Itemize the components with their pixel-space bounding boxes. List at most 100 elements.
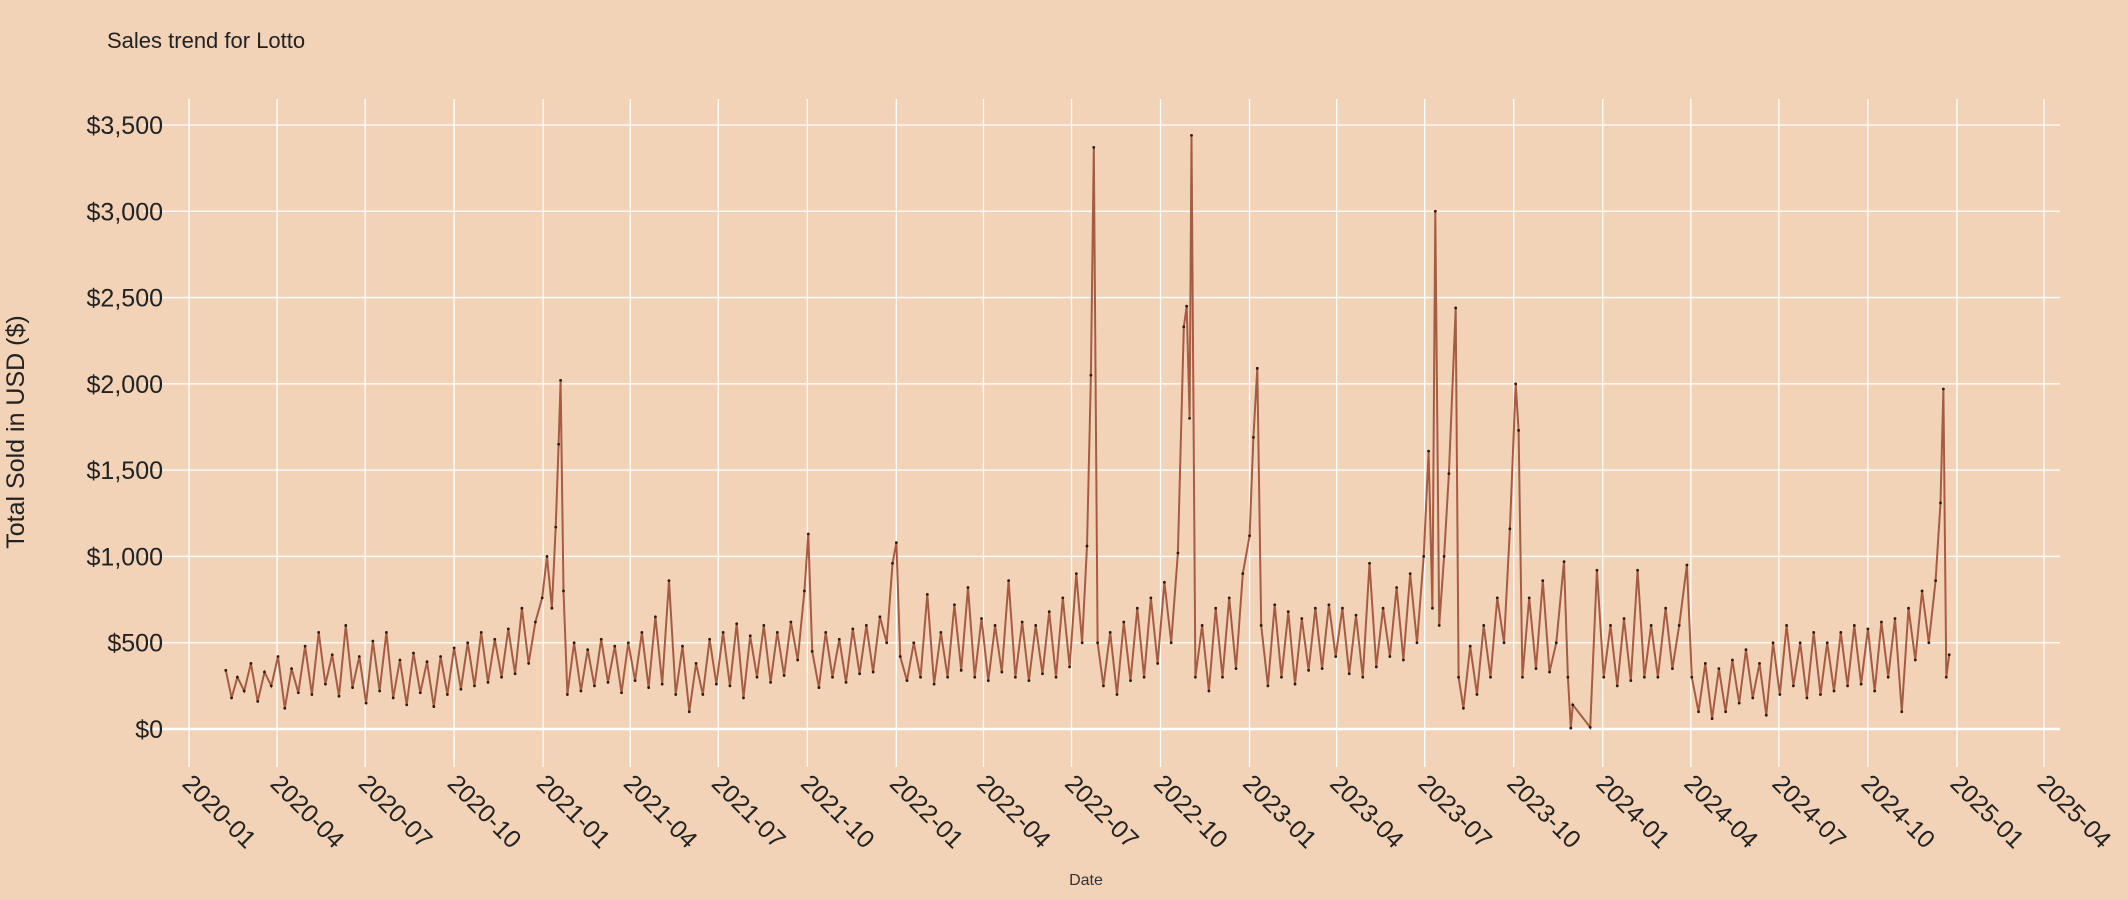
data-point — [1517, 429, 1520, 432]
data-point — [1182, 325, 1186, 329]
data-point — [310, 693, 314, 696]
data-point — [701, 693, 705, 696]
data-point — [959, 668, 963, 672]
data-point — [1569, 726, 1573, 730]
data-point — [1080, 641, 1084, 645]
data-point — [1368, 561, 1371, 565]
x-tick-label: 2025-04 — [2032, 769, 2117, 854]
data-point — [858, 672, 861, 676]
data-point — [1207, 689, 1211, 693]
data-point — [1495, 596, 1499, 600]
data-point — [1415, 641, 1419, 645]
x-tick-label: 2022-10 — [1148, 769, 1233, 854]
data-point — [1000, 670, 1004, 674]
data-point — [1812, 630, 1816, 634]
data-point — [1427, 449, 1430, 453]
data-point — [500, 675, 503, 679]
data-point — [1939, 501, 1942, 505]
data-point — [545, 555, 549, 558]
data-point — [1731, 658, 1734, 662]
data-point — [762, 624, 766, 627]
data-point — [654, 615, 657, 619]
data-point — [1027, 679, 1031, 683]
data-point — [1671, 667, 1674, 670]
x-tick-label: 2023-07 — [1412, 769, 1497, 854]
data-point — [1142, 675, 1146, 679]
data-point — [1442, 555, 1446, 558]
x-tick-label: 2022-04 — [971, 769, 1056, 854]
data-point — [579, 689, 583, 693]
x-tick-label: 2021-10 — [795, 769, 880, 854]
data-point — [1135, 606, 1139, 610]
data-point — [1703, 662, 1707, 665]
data-point — [1642, 675, 1646, 679]
data-point — [946, 675, 950, 679]
data-point — [242, 689, 246, 693]
data-point — [1273, 603, 1277, 607]
data-point — [1034, 624, 1038, 627]
data-point — [439, 655, 442, 658]
data-point — [1737, 701, 1741, 705]
data-point — [1934, 579, 1938, 582]
data-point — [459, 687, 463, 691]
data-point — [1873, 689, 1877, 693]
y-tick-label: $2,000 — [87, 371, 163, 399]
data-point — [276, 655, 280, 658]
data-point — [1347, 672, 1351, 676]
data-point — [1422, 555, 1426, 558]
x-tick-label: 2022-01 — [884, 769, 969, 854]
x-tick-label: 2020-10 — [442, 769, 527, 854]
data-point — [894, 541, 898, 545]
data-point — [1162, 580, 1166, 584]
data-point — [1758, 662, 1761, 665]
y-axis-label: Total Sold in USD ($) — [2, 315, 30, 548]
data-point — [1571, 703, 1575, 707]
data-point — [1907, 606, 1910, 610]
data-point — [1169, 641, 1173, 645]
data-point — [1489, 675, 1492, 679]
data-point — [405, 703, 409, 707]
data-point — [864, 624, 868, 627]
data-point — [891, 561, 894, 565]
y-tick-label: $0 — [135, 716, 163, 744]
x-tick-label: 2024-04 — [1679, 769, 1764, 854]
data-point — [1602, 675, 1606, 679]
x-tick-label: 2021-04 — [618, 769, 703, 854]
data-point — [769, 681, 772, 684]
x-tick-label: 2023-01 — [1237, 769, 1322, 854]
data-point — [425, 660, 429, 664]
data-point — [1089, 373, 1093, 377]
data-point — [1437, 624, 1441, 627]
data-point — [1785, 624, 1789, 627]
data-point — [1102, 684, 1105, 688]
data-point — [1615, 684, 1619, 688]
data-point — [1677, 624, 1681, 627]
data-point — [980, 617, 983, 620]
data-point — [817, 686, 821, 689]
data-point — [1778, 693, 1782, 696]
chart-title: Sales trend for Lotto — [107, 28, 306, 53]
x-tick-label: 2020-07 — [353, 769, 438, 854]
data-point — [473, 684, 476, 688]
data-point — [1846, 684, 1849, 688]
data-point — [559, 379, 562, 382]
data-point — [1156, 662, 1160, 665]
data-point — [398, 658, 402, 662]
data-point — [1266, 684, 1270, 688]
data-point — [898, 655, 902, 658]
data-point — [1307, 668, 1310, 672]
data-point — [1649, 624, 1653, 627]
x-tick-label: 2020-04 — [265, 769, 350, 854]
data-point — [1149, 596, 1153, 600]
data-point — [351, 686, 354, 689]
data-point — [565, 693, 569, 696]
data-point — [1832, 689, 1836, 693]
data-point — [667, 579, 671, 582]
data-point — [1541, 579, 1545, 582]
data-point — [364, 701, 368, 705]
data-point — [1227, 596, 1231, 600]
data-point — [466, 641, 470, 645]
data-point — [953, 603, 956, 607]
data-point — [1214, 606, 1218, 610]
